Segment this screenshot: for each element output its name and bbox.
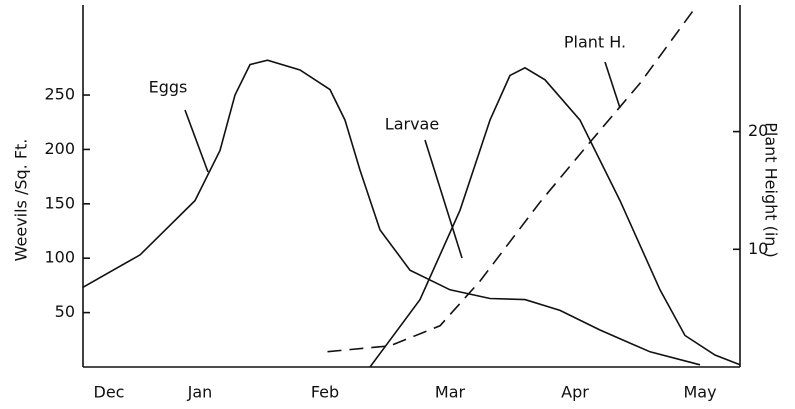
line-series <box>327 11 694 353</box>
x-tick-label: Apr <box>561 383 589 402</box>
y2-axis-label: Plant Height (in.) <box>762 122 781 258</box>
series-label: Plant H. <box>564 33 626 52</box>
line-series <box>369 66 741 368</box>
line-series <box>82 59 701 366</box>
y-tick-label: 250 <box>44 85 75 104</box>
leader-line <box>424 139 463 259</box>
y-axis-label: Weevils /Sq. Ft. <box>12 139 31 262</box>
leader-line <box>604 61 621 109</box>
x-tick-label: Feb <box>311 383 339 402</box>
x-tick-label: May <box>683 383 716 402</box>
y2-tick-label: 10 <box>748 239 768 258</box>
x-tick-label: Jan <box>187 383 213 402</box>
y-tick-label: 100 <box>44 248 75 267</box>
series-label: Eggs <box>149 78 188 97</box>
leader-line <box>184 109 209 173</box>
series-label: Larvae <box>385 115 439 134</box>
x-tick-label: Dec <box>94 383 125 402</box>
y-tick-label: 50 <box>55 302 75 321</box>
y-tick-label: 200 <box>44 139 75 158</box>
x-tick-label: Mar <box>435 383 466 402</box>
y2-tick-label: 20 <box>748 121 768 140</box>
y-tick-label: 150 <box>44 193 75 212</box>
